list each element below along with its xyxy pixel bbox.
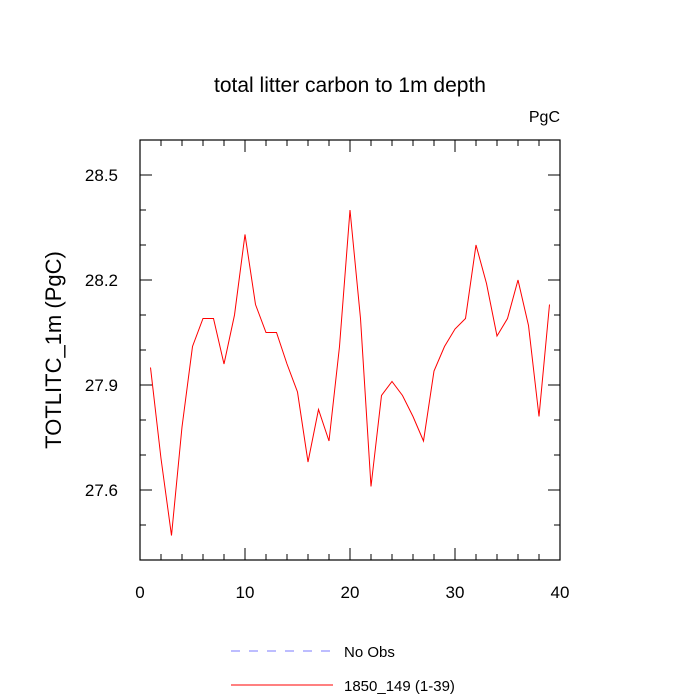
legend: No Obs 1850_149 (1-39) [231, 644, 455, 695]
axis-ticks [139, 139, 561, 561]
x-tick-label: 10 [236, 583, 255, 602]
y-axis-label: TOTLITC_1m (PgC) [41, 251, 66, 449]
x-tick-label: 0 [135, 583, 144, 602]
x-tick-label: 30 [446, 583, 465, 602]
legend-label-series: 1850_149 (1-39) [344, 678, 455, 695]
x-tick-label: 20 [341, 583, 360, 602]
plot-frame [139, 139, 561, 561]
series-layer [150, 209, 550, 536]
y-tick-label: 27.6 [85, 481, 118, 500]
axis-tick-labels: 0 10 20 30 40 27.6 27.9 28.2 28.5 [85, 166, 570, 602]
units-label: PgC [529, 109, 560, 126]
series-line [150, 209, 550, 536]
y-tick-label: 28.2 [85, 271, 118, 290]
y-tick-label: 27.9 [85, 376, 118, 395]
y-tick-label: 28.5 [85, 166, 118, 185]
chart-title: total litter carbon to 1m depth [214, 74, 486, 97]
legend-label-no-obs: No Obs [344, 644, 395, 661]
x-tick-label: 40 [551, 583, 570, 602]
